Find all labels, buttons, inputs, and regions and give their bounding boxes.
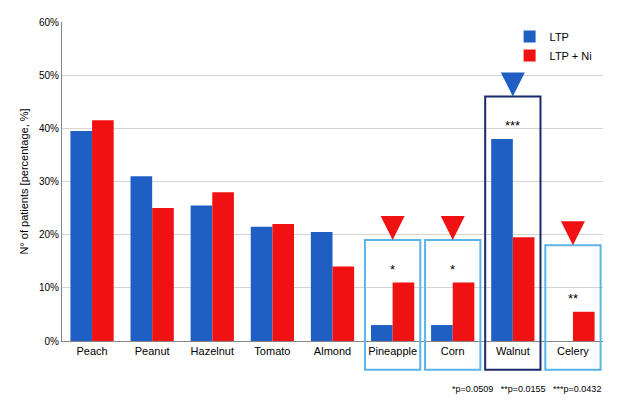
- svg-text:Hazelnut: Hazelnut: [191, 345, 234, 357]
- svg-text:20%: 20%: [39, 229, 59, 240]
- svg-text:Almond: Almond: [314, 345, 351, 357]
- svg-text:**: **: [568, 291, 578, 306]
- svg-text:Peach: Peach: [76, 345, 107, 357]
- svg-text:*: *: [390, 262, 395, 277]
- svg-text:Tomato: Tomato: [254, 345, 290, 357]
- svg-text:0%: 0%: [45, 336, 60, 347]
- svg-text:LTP: LTP: [550, 31, 569, 43]
- svg-text:Peanut: Peanut: [135, 345, 170, 357]
- svg-text:50%: 50%: [39, 70, 59, 81]
- svg-text:10%: 10%: [39, 282, 59, 293]
- svg-text:Corn: Corn: [441, 345, 465, 357]
- svg-text:*p=0.0509 **p=0.0155 ***p=: *p=0.0509 **p=0.0155 ***p=0.0432: [452, 384, 601, 394]
- svg-text:LTP + Ni: LTP + Ni: [550, 50, 592, 62]
- svg-text:60%: 60%: [39, 17, 59, 28]
- svg-text:Walnut: Walnut: [496, 345, 530, 357]
- svg-text:Pineapple: Pineapple: [368, 345, 417, 357]
- svg-text:30%: 30%: [39, 176, 59, 187]
- svg-text:Celery: Celery: [557, 345, 589, 357]
- svg-text:***: ***: [505, 118, 520, 133]
- svg-text:*: *: [450, 262, 455, 277]
- svg-text:40%: 40%: [39, 123, 59, 134]
- svg-text:N° of patients [percentage, %]: N° of patients [percentage, %]: [18, 108, 30, 254]
